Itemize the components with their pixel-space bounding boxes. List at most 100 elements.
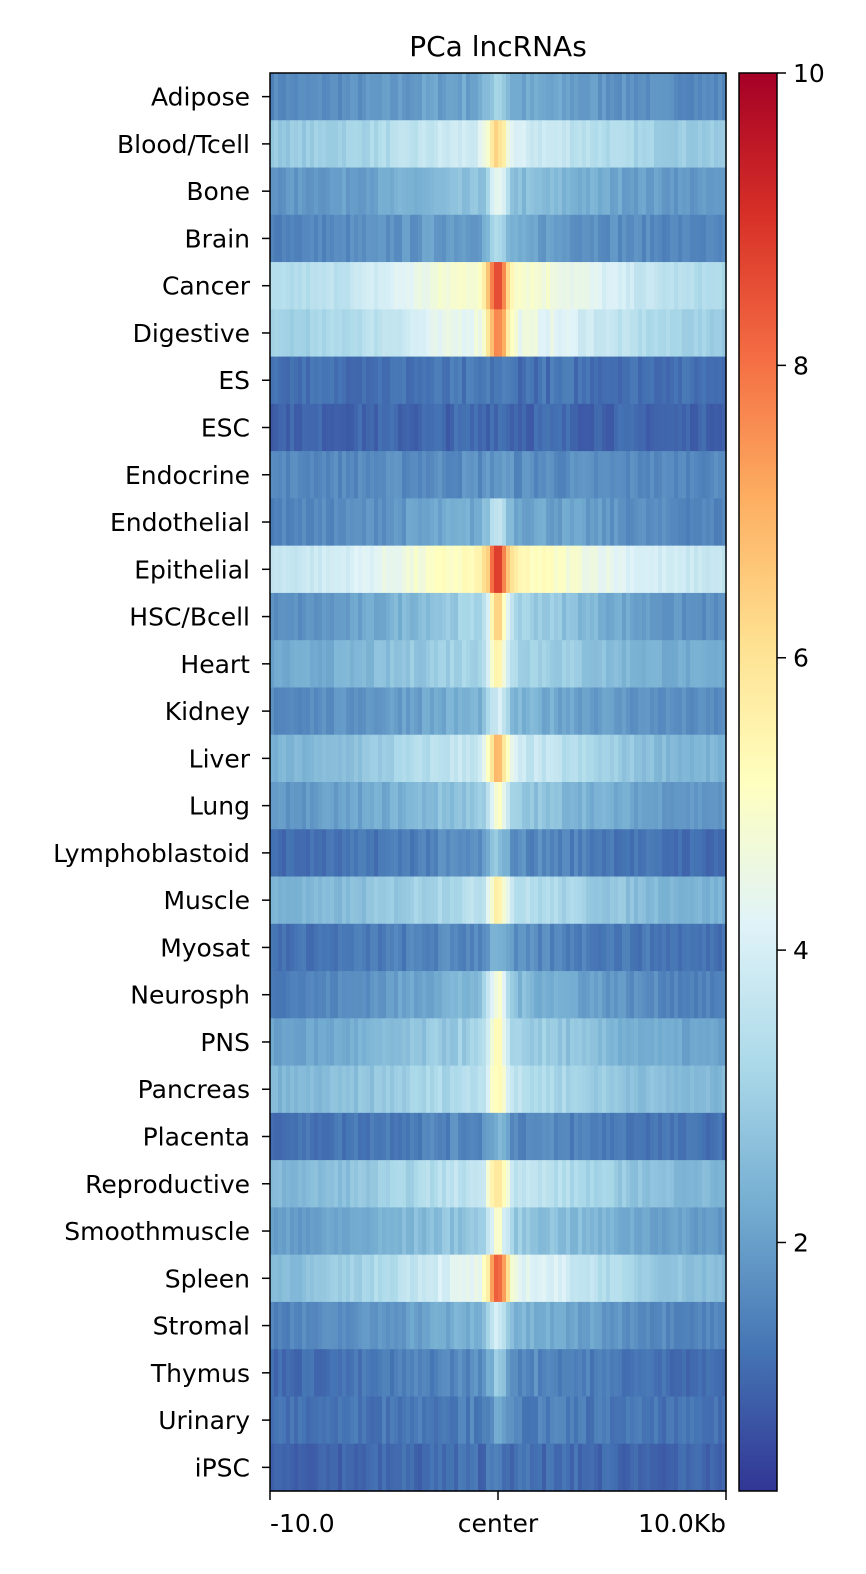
heatmap-cell [454,971,459,1019]
heatmap-cell [474,592,479,641]
heatmap-cell [394,1396,399,1445]
heatmap-cell [470,545,475,594]
heatmap-cell [670,120,675,169]
heatmap-cell [430,1349,435,1398]
heatmap-cell [474,120,479,169]
heatmap-cell [358,498,363,547]
heatmap-cell [434,498,439,547]
heatmap-cell [502,876,507,925]
heatmap-cell [310,640,315,689]
heatmap-cell [614,1112,619,1161]
heatmap-cell [542,309,547,358]
heatmap-cell [330,309,335,358]
heatmap-cell [414,734,419,783]
heatmap-cell [682,1254,687,1303]
heatmap-cell [558,1301,563,1350]
heatmap-cell [678,1396,683,1445]
heatmap-cell [570,451,575,499]
heatmap-cell [686,782,691,830]
heatmap-cell [546,1207,551,1256]
heatmap-cell [450,734,455,783]
heatmap-cell [282,356,287,405]
heatmap-cell [534,829,539,878]
heatmap-cell [690,1018,695,1067]
heatmap-cell [610,262,615,310]
heatmap-cell [522,782,527,830]
heatmap-cell [510,498,515,547]
heatmap-cell [478,923,483,972]
heatmap-cell [346,640,351,689]
heatmap-cell [674,829,679,878]
heatmap-cell [410,829,415,878]
heatmap-cell [554,829,559,878]
heatmap-cell [446,829,451,878]
heatmap-cell [718,309,723,358]
heatmap-cell [366,687,371,736]
heatmap-cell [394,1065,399,1114]
heatmap-cell [514,167,519,216]
heatmap-cell [474,971,479,1019]
heatmap-cell [606,167,611,216]
heatmap-cell [618,356,623,405]
heatmap-cell [366,451,371,499]
heatmap-cell [678,829,683,878]
heatmap-cell [422,876,427,925]
heatmap-cell [686,309,691,358]
heatmap-cell [686,120,691,169]
heatmap-cell [386,1301,391,1350]
heatmap-cell [326,262,331,310]
heatmap-cell [486,971,491,1019]
heatmap-cell [282,782,287,830]
row-label: Epithelial [134,555,250,584]
heatmap-cell [642,1254,647,1303]
heatmap-cell [402,1301,407,1350]
heatmap-cell [422,1349,427,1398]
heatmap-cell [482,262,487,310]
heatmap-cell [354,214,359,263]
heatmap-cell [530,73,535,121]
heatmap-cell [462,167,467,216]
heatmap-cell [278,1160,283,1208]
heatmap-cell [306,120,311,169]
heatmap-cell [462,971,467,1019]
heatmap-cell [398,687,403,736]
heatmap-cell [718,451,723,499]
heatmap-cell [678,1160,683,1208]
heatmap-cell [634,1160,639,1208]
heatmap-cell [518,923,523,972]
heatmap-cell [586,782,591,830]
heatmap-cell [546,356,551,405]
heatmap-cell [306,167,311,216]
heatmap-cell [422,1160,427,1208]
heatmap-cell [394,498,399,547]
heatmap-cell [526,73,531,121]
heatmap-cell [490,120,495,169]
heatmap-cell [590,640,595,689]
heatmap-cell [390,214,395,263]
heatmap-cell [678,1207,683,1256]
heatmap-cell [414,1207,419,1256]
heatmap-cell [694,167,699,216]
heatmap-cell [386,403,391,452]
heatmap-cell [374,498,379,547]
heatmap-cell [486,498,491,547]
heatmap-cell [718,1018,723,1067]
heatmap-cell [434,1349,439,1398]
heatmap-cell [494,734,499,783]
heatmap-cell [302,498,307,547]
heatmap-cell [378,73,383,121]
heatmap-cell [406,1065,411,1114]
heatmap-cell [342,545,347,594]
heatmap-cell [278,1112,283,1161]
heatmap-cell [358,782,363,830]
heatmap-cell [422,1254,427,1303]
heatmap-cell [514,1160,519,1208]
heatmap-cell [458,498,463,547]
heatmap-cell [382,1301,387,1350]
heatmap-cell [582,1160,587,1208]
heatmap-cell [494,1018,499,1067]
heatmap-cell [650,403,655,452]
heatmap-cell [294,1301,299,1350]
heatmap-cell [538,1396,543,1445]
heatmap-cell [414,782,419,830]
